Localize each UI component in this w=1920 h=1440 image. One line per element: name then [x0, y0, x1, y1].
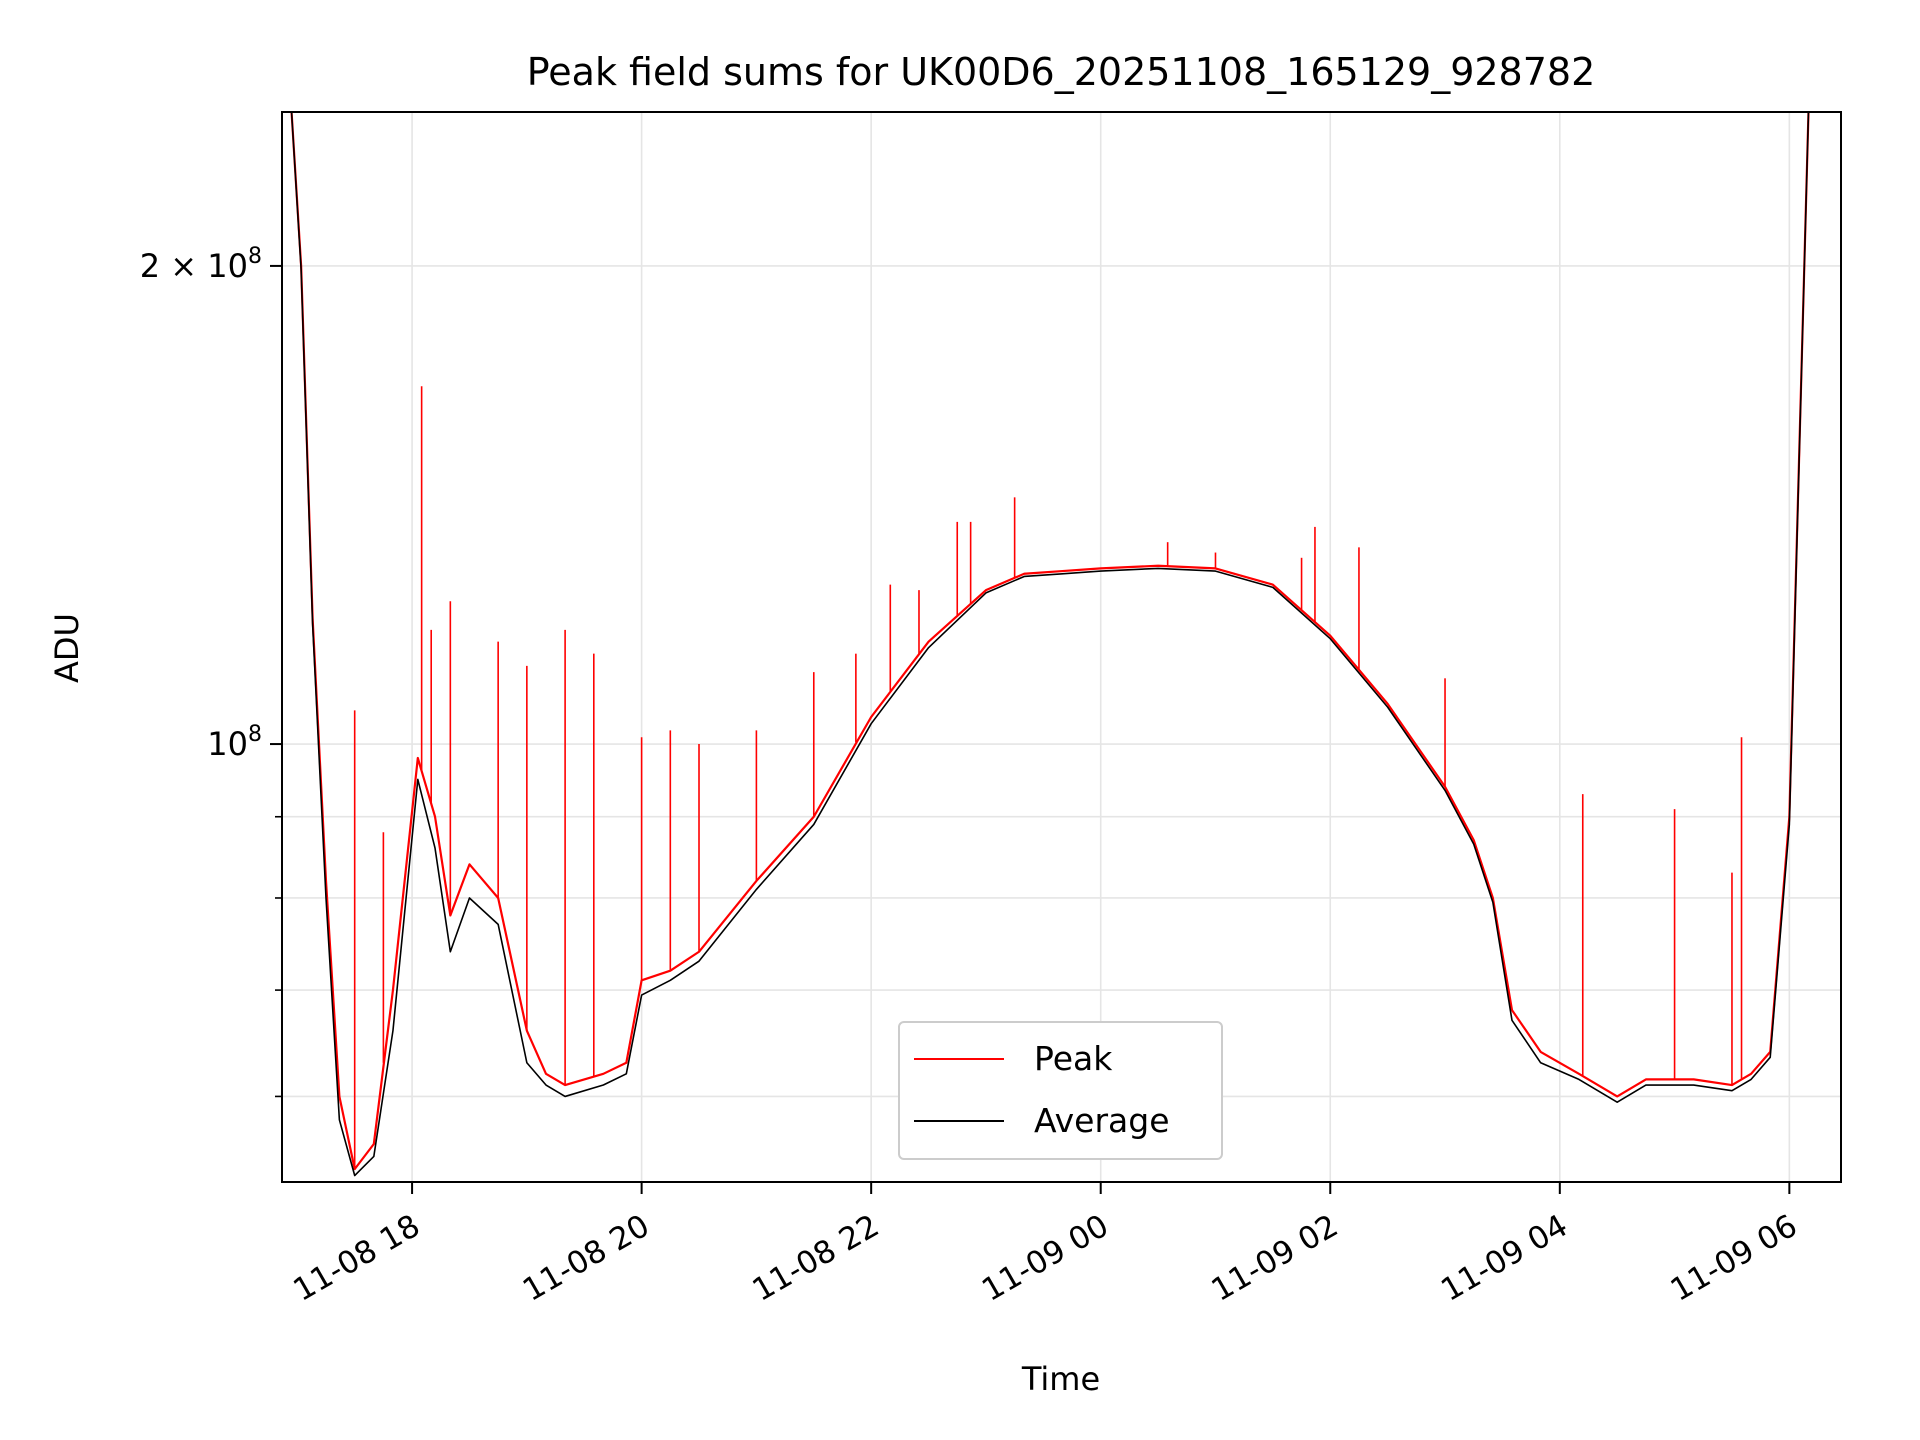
y-axis-label: ADU [48, 613, 86, 683]
legend-box [898, 1021, 1223, 1160]
series-group [290, 112, 1810, 1177]
plot-frame [281, 111, 1842, 1183]
series-line-average [290, 112, 1810, 1177]
chart-title: Peak field sums for UK00D6_20251108_1651… [527, 50, 1596, 94]
x-axis-label: Time [1021, 1360, 1100, 1398]
y-tick-label: 2 × 108 [140, 244, 262, 285]
y-tick-label: 108 [207, 722, 262, 763]
legend: Peak Average [898, 1021, 1223, 1160]
series-line-peak [290, 112, 1810, 1171]
legend-label-peak: Peak [1034, 1039, 1113, 1078]
legend-label-average: Average [1034, 1101, 1170, 1140]
